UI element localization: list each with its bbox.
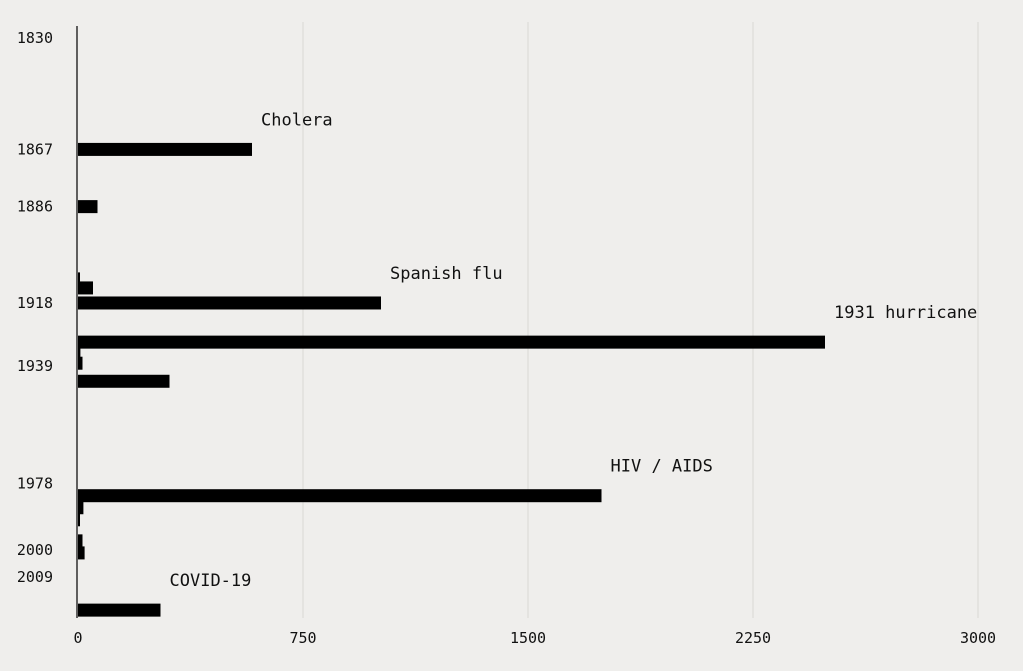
annotation-label: 1931 hurricane [834,303,977,323]
y-tick-label: 2009 [17,568,53,586]
x-tick-label: 0 [73,629,82,647]
x-tick-label: 2250 [735,629,771,647]
bar [78,534,83,548]
annotation-label: COVID-19 [170,571,252,591]
annotation-label: Cholera [261,110,333,130]
bar [78,296,381,310]
bar [78,272,80,286]
x-tick-labels: 0 750 1500 2250 3000 [73,629,996,647]
x-tick-label: 3000 [960,629,996,647]
bar [78,347,81,361]
grid-lines [302,22,979,618]
bars [78,142,825,617]
y-tick-label: 1867 [17,140,53,158]
y-tick-labels: 1830 1867 1886 1918 1939 1978 2000 2009 [17,29,53,586]
bar [78,142,252,156]
bar [78,356,83,370]
bar [78,335,825,349]
annotations: Cholera Spanish flu 1931 hurricane HIV / AI… [170,110,978,591]
bar [78,281,93,295]
x-tick-label: 1500 [510,629,546,647]
bar [78,513,80,527]
bar [78,546,85,560]
annotation-label: Spanish flu [390,264,503,284]
x-tick-label: 750 [289,629,316,647]
annotation-label: HIV / AIDS [611,457,713,477]
y-tick-label: 1830 [17,29,53,47]
bar [78,374,170,388]
bar [78,603,161,617]
y-tick-label: 1978 [17,475,53,493]
bar [78,200,98,214]
bar [78,501,84,515]
y-tick-label: 1918 [17,294,53,312]
y-tick-label: 1939 [17,357,53,375]
bar [78,489,602,503]
y-tick-label: 1886 [17,198,53,216]
y-tick-label: 2000 [17,541,53,559]
